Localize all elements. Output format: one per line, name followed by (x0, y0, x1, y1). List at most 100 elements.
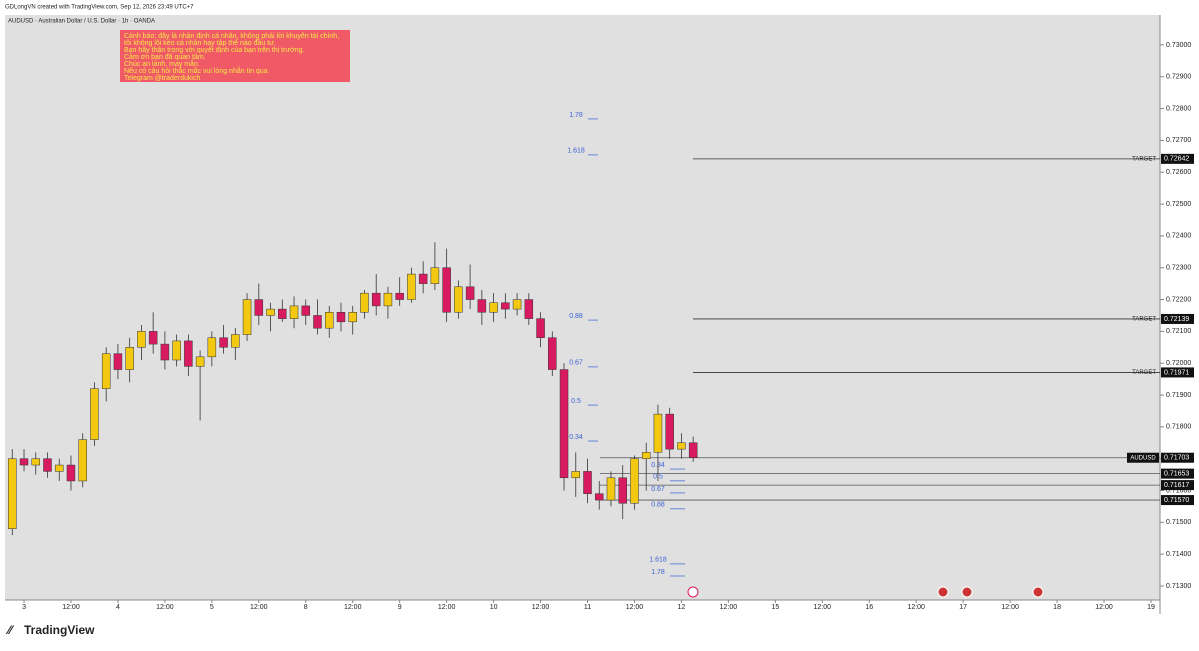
candle-body (324, 312, 334, 329)
candle-body (477, 299, 487, 313)
candle-body (207, 337, 217, 358)
candle-body (677, 442, 686, 450)
candle-body (371, 292, 381, 307)
event-icon[interactable] (961, 586, 973, 598)
y-tick-label: 0.72900 (1166, 74, 1191, 81)
candle-body (195, 356, 205, 367)
y-tick-label: 0.72000 (1166, 360, 1191, 367)
price-box (1161, 153, 1194, 164)
x-tick-label: 17 (959, 604, 967, 611)
y-tick-label: 0.71300 (1166, 583, 1191, 590)
candle-body (242, 299, 252, 335)
candle-body (688, 442, 698, 458)
x-tick-label: 11 (584, 604, 591, 611)
x-tick-label: 4 (116, 604, 120, 611)
x-tick-label: 10 (490, 604, 498, 611)
candle-body (160, 343, 170, 361)
brand: TradingView (24, 623, 95, 637)
fib-label: 0.88 (651, 502, 665, 509)
candle-body (524, 299, 534, 319)
event-icon[interactable] (687, 586, 699, 598)
candle-body (289, 305, 299, 319)
candle-body (653, 413, 663, 453)
fib-label: 1.78 (569, 112, 583, 119)
price-box (1161, 480, 1194, 491)
candle-body (43, 458, 52, 472)
y-tick-label: 0.71900 (1166, 392, 1191, 399)
y-tick-label: 0.72800 (1166, 105, 1191, 112)
x-tick-label: 9 (398, 604, 402, 611)
candle-body (606, 477, 616, 501)
price-box (1161, 468, 1194, 479)
candle-body (336, 312, 346, 323)
x-tick-label: 3 (22, 604, 26, 611)
price-label: 0.72642 (1164, 156, 1189, 163)
candle-body (19, 458, 29, 466)
candle-body (571, 471, 581, 479)
x-tick-label: 12:00 (626, 604, 644, 611)
candle-body (301, 305, 311, 316)
candle-body (418, 273, 428, 284)
candle-body (536, 318, 545, 338)
x-tick-label: 16 (865, 604, 873, 611)
event-icon[interactable] (937, 586, 949, 598)
candle-body (360, 292, 369, 313)
x-tick-label: 12:00 (532, 604, 550, 611)
y-tick-label: 0.71500 (1166, 519, 1191, 526)
candle-body (430, 267, 440, 284)
note-line: Cảnh báo: đây là nhận định cá nhân, khôn… (124, 33, 339, 40)
x-tick-label: 18 (1053, 604, 1061, 611)
price-line-name: AUDUSD (1130, 455, 1156, 461)
x-tick-label: 12:00 (1001, 604, 1019, 611)
candle-body (454, 286, 463, 313)
price-label: 0.71653 (1164, 470, 1189, 477)
candle-body (594, 493, 604, 501)
price-line-name: TARGET (1132, 370, 1156, 376)
candle-body (407, 273, 416, 300)
x-tick-label: 12:00 (438, 604, 456, 611)
brand-mark: ⁄⁄ (5, 623, 15, 637)
candle-body (113, 353, 123, 370)
candle-body (231, 334, 240, 348)
candle-body (395, 292, 404, 300)
x-tick-label: 12:00 (156, 604, 174, 611)
price-label: 0.71703 (1164, 455, 1189, 462)
candle-body (184, 340, 193, 367)
fib-label: 1.78 (651, 569, 665, 576)
event-icon[interactable] (1032, 586, 1044, 598)
y-tick-label: 0.73000 (1166, 42, 1191, 49)
x-tick-label: 12:00 (344, 604, 362, 611)
price-box (1161, 313, 1194, 324)
note-line: Cảm ơn bạn đã quan tâm. (124, 54, 206, 61)
price-box (1161, 367, 1194, 378)
name-box (1127, 452, 1159, 463)
price-line-name: TARGET (1132, 317, 1156, 323)
x-tick-label: 12:00 (1095, 604, 1113, 611)
fib-label: 0.88 (569, 313, 583, 320)
candle-body (148, 331, 158, 345)
x-tick-label: 12 (678, 604, 686, 611)
y-tick-label: 0.72700 (1166, 137, 1191, 144)
candle-body (278, 308, 287, 319)
candle-body (583, 471, 592, 494)
x-tick-label: 12:00 (814, 604, 832, 611)
candle-body (172, 340, 181, 361)
y-tick-label: 0.72200 (1166, 296, 1191, 303)
candle-body (101, 353, 111, 389)
candle-body (66, 464, 76, 482)
plot-background (5, 15, 1160, 600)
fib-label: 0.67 (569, 360, 583, 367)
y-tick-label: 0.71600 (1166, 487, 1191, 494)
fib-label: 0.5 (571, 398, 581, 405)
candle-body (266, 308, 275, 316)
candle-body (512, 299, 522, 310)
price-label: 0.71971 (1164, 369, 1189, 376)
x-tick-label: 12:00 (62, 604, 80, 611)
fib-label: 1.618 (649, 557, 667, 564)
note-line: tôi không lôi kéo cá nhân hay tập thể nà… (124, 38, 276, 47)
candle-body (641, 452, 651, 459)
candle-body (548, 337, 557, 370)
y-tick-label: 0.72500 (1166, 201, 1191, 208)
note-line: Bạn hãy thận trọng với quyết định của bạ… (124, 45, 304, 54)
